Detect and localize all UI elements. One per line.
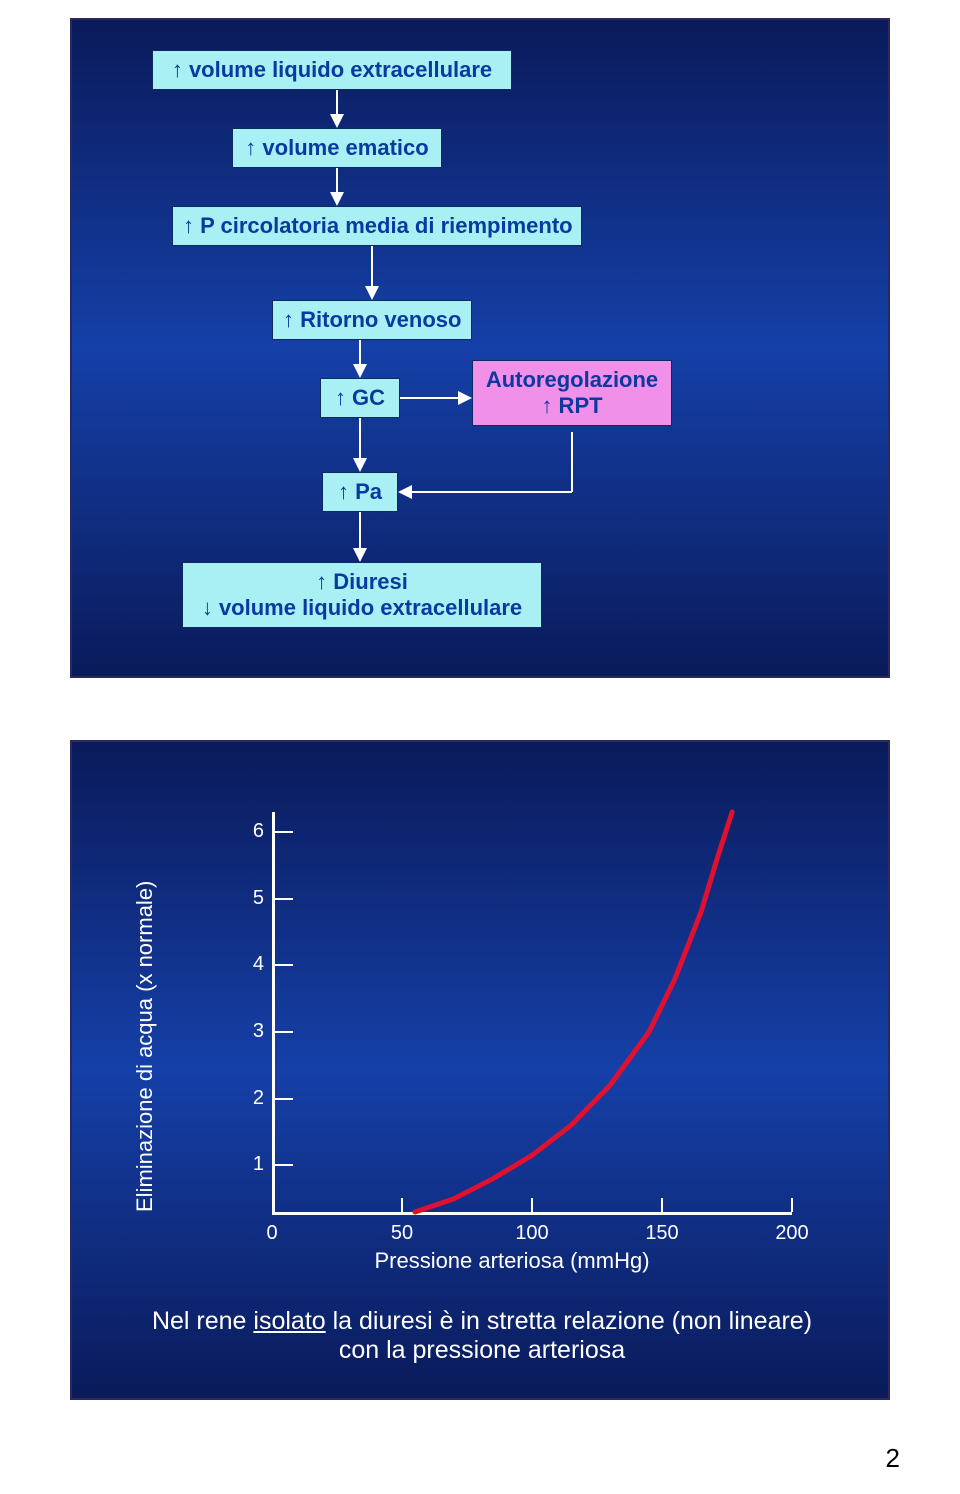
flow-node-n1: ↑ volume liquido extracellulare [152,50,512,90]
y-tick-label: 5 [234,887,264,910]
y-tick-label: 4 [234,953,264,976]
flow-node-n8: ↑ Diuresi↓ volume liquido extracellulare [182,562,542,628]
y-axis-label: Eliminazione di acqua (x normale) [132,881,158,1212]
chart-curve [232,802,792,1222]
y-tick-label: 1 [234,1153,264,1176]
flowchart-panel: ↑ volume liquido extracellulare ↑ volume … [70,18,890,678]
flow-node-n5: ↑ GC [320,378,400,418]
x-axis-label: Pressione arteriosa (mmHg) [232,1248,792,1274]
caption-line2: con la pressione arteriosa [339,1336,625,1364]
y-tick-label: 3 [234,1020,264,1043]
caption-post: la diuresi è in stretta relazione (non l… [326,1307,812,1335]
flow-node-n2: ↑ volume ematico [232,128,442,168]
y-tick-label: 2 [234,1087,264,1110]
caption-pre: Nel rene [152,1307,253,1335]
x-tick-label: 0 [247,1222,297,1245]
flow-node-n6: Autoregolazione↑ RPT [472,360,672,426]
caption-underlined: isolato [253,1307,325,1335]
chart-panel: Eliminazione di acqua (x normale) 1 2 3 4 5 6… [70,740,890,1400]
x-tick-label: 150 [637,1222,687,1245]
x-tick-label: 100 [507,1222,557,1245]
chart-plot-area: 123456050100150200 [232,802,792,1222]
page-number: 2 [886,1443,900,1474]
flow-node-n4: ↑ Ritorno venoso [272,300,472,340]
chart-caption: Nel rene isolato la diuresi è in stretta… [102,1307,862,1365]
flow-node-n7: ↑ Pa [322,472,398,512]
x-tick-label: 200 [767,1222,817,1245]
flow-node-n3: ↑ P circolatoria media di riempimento [172,206,582,246]
x-tick-label: 50 [377,1222,427,1245]
y-tick-label: 6 [234,820,264,843]
